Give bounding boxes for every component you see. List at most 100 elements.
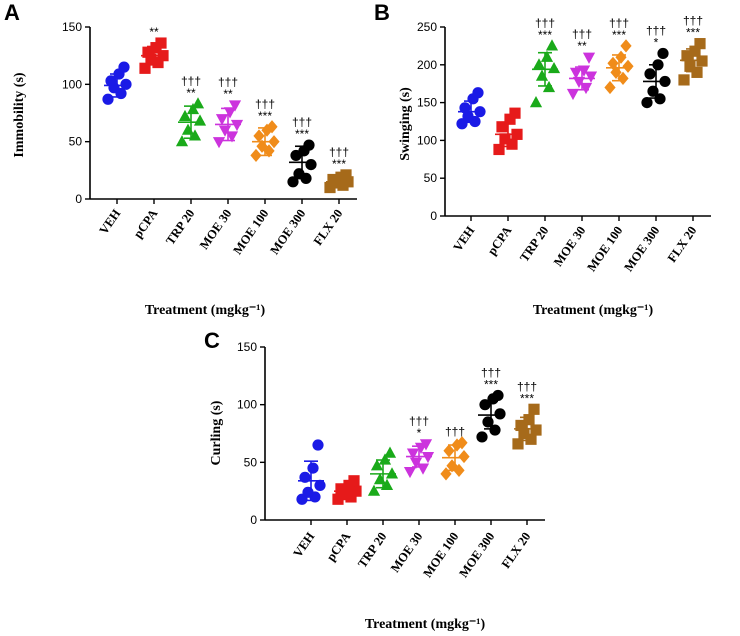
data-point xyxy=(287,176,299,188)
significance-stars: ** xyxy=(186,86,196,100)
data-point xyxy=(499,133,511,145)
data-point xyxy=(443,444,455,458)
data-point xyxy=(118,61,130,73)
panel-label-b: B xyxy=(374,0,390,25)
data-point xyxy=(345,491,357,503)
data-point xyxy=(253,129,265,143)
data-point xyxy=(615,50,627,64)
data-point xyxy=(293,168,305,180)
significance-daggers: ††† xyxy=(535,16,555,30)
x-tick-label: pCPA xyxy=(485,224,515,258)
significance-stars: *** xyxy=(258,109,272,123)
data-point xyxy=(506,138,518,150)
data-point xyxy=(218,125,232,137)
data-point xyxy=(456,436,468,450)
data-point xyxy=(225,131,239,143)
significance-stars: *** xyxy=(332,157,346,171)
significance-stars: *** xyxy=(612,28,626,42)
x-tick-label: MOE 30 xyxy=(551,224,589,269)
data-point xyxy=(607,56,619,70)
data-point xyxy=(256,139,268,153)
data-point xyxy=(373,473,387,485)
data-point xyxy=(647,85,659,97)
x-tick-label: MOE 30 xyxy=(197,207,235,252)
significance-stars: ** xyxy=(149,25,159,39)
x-tick-label: VEH xyxy=(290,529,317,559)
x-tick-label: MOE 100 xyxy=(584,224,625,274)
data-point xyxy=(515,419,527,432)
data-point xyxy=(186,102,200,115)
data-point xyxy=(338,489,350,501)
data-point xyxy=(324,181,336,194)
significance-daggers: ††† xyxy=(646,23,666,37)
data-point xyxy=(528,403,540,415)
data-point xyxy=(540,50,554,62)
significance-stars: *** xyxy=(295,127,309,141)
data-point xyxy=(335,483,347,495)
significance-daggers: ††† xyxy=(445,425,465,439)
x-tick-label: VEH xyxy=(450,223,477,253)
data-point xyxy=(228,100,242,112)
data-point xyxy=(145,53,157,65)
data-point xyxy=(191,97,205,109)
data-point xyxy=(370,459,384,471)
panel-label-c: C xyxy=(204,328,220,353)
data-point xyxy=(380,478,394,490)
data-point xyxy=(250,148,262,163)
significance-daggers: ††† xyxy=(218,75,238,89)
data-point xyxy=(494,408,506,420)
data-point xyxy=(223,107,237,119)
y-tick-label: 0 xyxy=(250,513,257,527)
significance-daggers: ††† xyxy=(572,27,592,41)
data-point xyxy=(696,55,708,67)
y-axis-title: Curling (s) xyxy=(209,400,224,465)
data-point xyxy=(105,75,117,87)
data-point xyxy=(348,475,360,487)
x-tick-label: FLX 20 xyxy=(665,224,700,265)
data-point xyxy=(314,479,326,491)
data-point xyxy=(383,446,397,458)
significance-stars: *** xyxy=(538,28,552,42)
data-point xyxy=(684,60,696,72)
data-point xyxy=(266,120,278,134)
data-point xyxy=(332,493,344,505)
data-point xyxy=(604,80,616,95)
x-tick-label: MOE 100 xyxy=(230,207,271,257)
data-point xyxy=(142,46,154,58)
data-point xyxy=(212,137,226,149)
data-point xyxy=(312,439,324,451)
data-point xyxy=(350,485,362,497)
data-point xyxy=(215,114,229,126)
data-point xyxy=(367,484,381,496)
data-point xyxy=(155,37,167,49)
x-tick-label: MOE 300 xyxy=(267,207,308,257)
data-point xyxy=(493,143,505,156)
data-point xyxy=(479,399,491,411)
data-point xyxy=(157,50,169,62)
data-point xyxy=(302,486,314,498)
data-point xyxy=(530,424,542,436)
data-point xyxy=(525,433,537,445)
data-point xyxy=(641,97,653,109)
y-tick-label: 50 xyxy=(244,455,258,469)
y-tick-label: 50 xyxy=(424,171,438,185)
x-tick-label: VEH xyxy=(96,206,123,236)
data-point xyxy=(652,59,664,71)
y-tick-label: 100 xyxy=(62,77,82,91)
y-tick-label: 150 xyxy=(62,20,82,34)
data-point xyxy=(268,135,280,149)
data-point xyxy=(584,71,598,83)
significance-daggers: ††† xyxy=(481,365,501,379)
x-tick-label: FLX 20 xyxy=(311,207,346,248)
x-tick-label: MOE 30 xyxy=(388,530,426,575)
data-point xyxy=(547,61,561,74)
data-point xyxy=(307,462,319,474)
data-point xyxy=(610,65,622,79)
data-point xyxy=(458,449,470,464)
y-tick-label: 250 xyxy=(417,20,437,34)
data-point xyxy=(654,93,666,105)
data-point xyxy=(535,69,549,81)
data-point xyxy=(476,431,488,443)
